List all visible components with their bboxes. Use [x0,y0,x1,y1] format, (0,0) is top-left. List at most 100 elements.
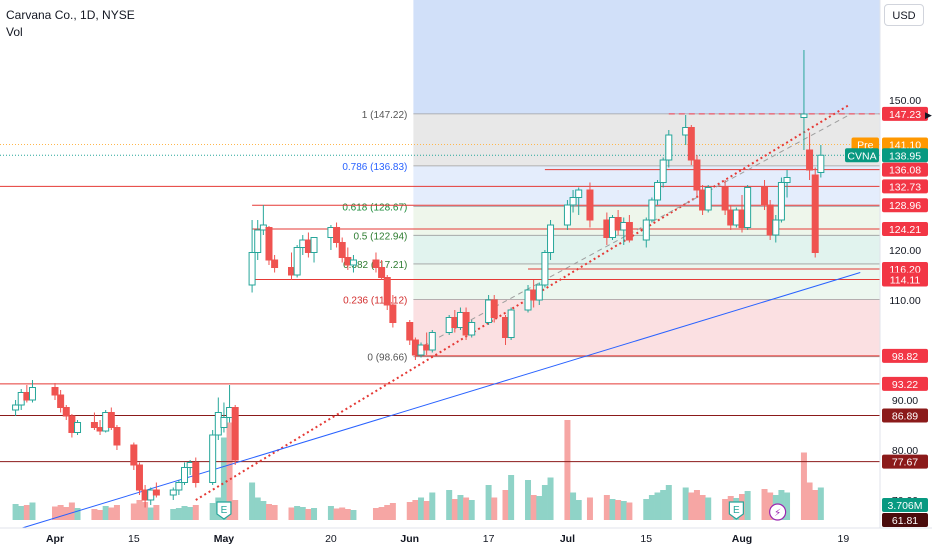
volume-bar [446,490,453,520]
level-tag: 93.22 [882,376,928,391]
level-tag-text: 124.21 [889,224,921,236]
volume-bar [23,505,30,520]
candle-body [659,159,667,183]
candle-body [265,227,273,261]
volume-bar [660,490,667,520]
volume-bar [311,508,318,520]
last-price-tag-prefix-bg [845,148,879,163]
volume-bar [530,495,537,520]
volume-tag-text: 3.706M [887,500,922,512]
volume-bar [254,497,261,520]
volume-bar [784,492,791,520]
x-tick-label: 17 [483,533,495,545]
candle-body [130,444,138,466]
volume-bar [457,495,464,520]
volume-bar [91,509,98,520]
last-price-tag-prefix: CVNA [847,150,876,162]
candle-body [423,344,431,351]
candle-body [327,227,335,238]
volume-bar [491,497,498,520]
candle-body [152,489,160,496]
fib-level-label: 0 (98.66) [367,353,407,364]
level-tag-text: 77.67 [892,457,918,469]
candle-body [811,174,819,253]
volume-bar [654,492,661,520]
candle-body [625,222,633,241]
candle-body [721,187,729,211]
volume-bar [418,497,425,520]
volume-bar [536,496,543,520]
volume-bar [232,500,239,520]
candle-body [541,252,549,286]
candle-body [727,209,735,226]
volume-bar [648,495,655,520]
level-tag-text: 132.73 [889,181,921,193]
volume-bar [812,490,819,520]
fib-level-label: 0.236 (110.12) [343,295,407,306]
candle-body [456,312,464,328]
level-tag: 77.67 [882,454,928,469]
volume-bar [463,497,470,520]
level-tag-text: 86.89 [892,411,918,423]
candle-body [777,182,785,221]
candle-body [23,392,31,401]
x-tick-label: 20 [325,533,337,545]
volume-bar [693,490,700,520]
x-tick-label: 15 [640,533,652,545]
volume-bar [525,480,532,520]
volume-bar [333,508,340,520]
volume-bar [339,507,346,520]
y-tick-label: 80.00 [892,445,918,457]
volume-bar [406,502,413,520]
volume-bar [800,452,807,520]
volume-bar [564,420,571,520]
candle-body [817,154,825,173]
currency-button[interactable]: USD [884,4,924,26]
volume-bar [586,497,593,520]
level-tag-text: 128.96 [889,200,921,212]
level-tag-text: 93.22 [892,379,918,391]
volume-bar [57,505,64,520]
candle-body [338,242,346,258]
level-tag: 136.08 [882,162,928,177]
candle-body [293,247,301,276]
y-tick-label: 90.00 [892,395,918,407]
candle-body [107,412,115,428]
candle-body [603,219,611,238]
x-tick-label: May [214,533,235,545]
volume-bar [170,509,177,520]
x-tick-label: Apr [46,533,64,545]
volume-bar [806,482,813,520]
candle-body [12,404,20,411]
volume-bar [412,500,419,520]
candle-body [738,209,746,228]
level-tag-text: 98.82 [892,351,918,363]
prev-high-tag-text: 147.23 [889,109,921,121]
last-price-tag-bg [882,148,928,163]
x-tick-label: Jul [560,533,575,545]
volume-indicator-label[interactable]: Vol [6,25,23,39]
candle-body [761,187,769,206]
prev-high-tag: 147.23 [882,106,928,121]
volume-bar [271,505,278,520]
candle-body [231,407,239,461]
candle-body [90,422,98,428]
level-tag-bg [882,221,928,236]
volume-bar [29,502,36,520]
candle-body [181,467,189,483]
candle-body [642,219,650,241]
volume-bar [260,501,267,520]
candle-body [254,229,262,253]
candle-body [665,134,673,161]
volume-bar [603,495,610,520]
candle-body [614,217,622,231]
candle-body [693,159,701,191]
candle-body [259,224,267,231]
volume-bar [541,485,548,520]
candle-body [783,177,791,183]
level-tag-bg [882,376,928,391]
volume-bar [209,503,216,520]
volume-bar [299,507,306,520]
candle-body [468,322,476,336]
